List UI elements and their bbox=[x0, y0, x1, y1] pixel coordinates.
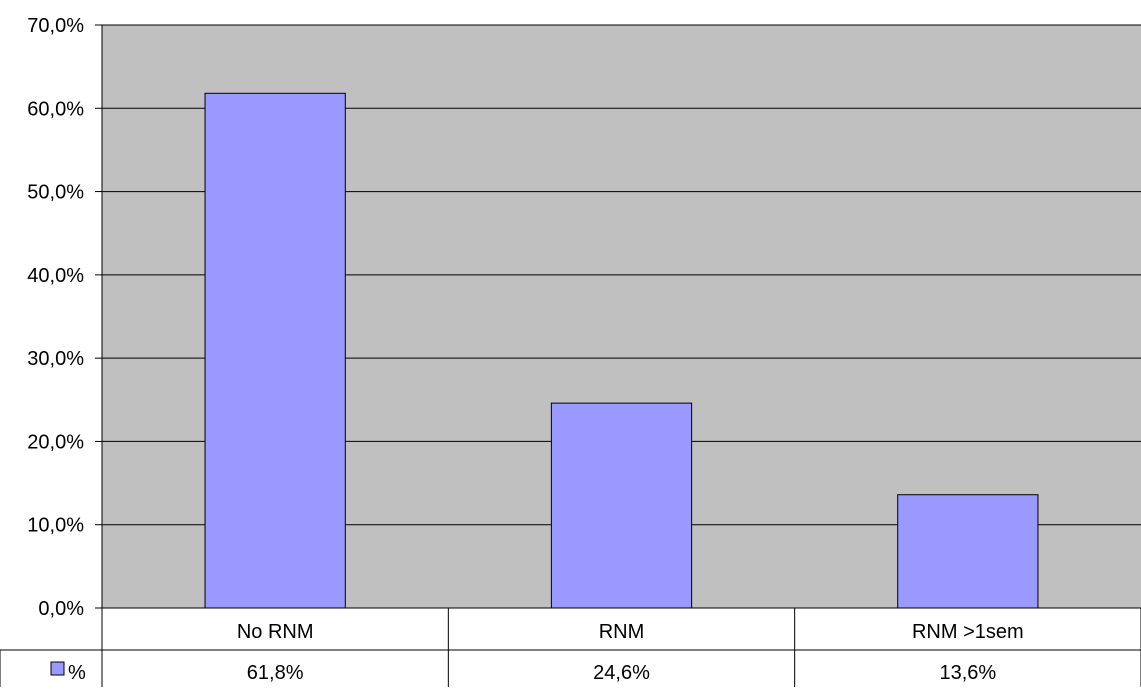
data-table: No RNM 61,8% RNM 24,6% RNM >1sem 13,6%% bbox=[0, 607, 1141, 687]
legend-label: % bbox=[68, 662, 86, 684]
category-label: RNM bbox=[599, 621, 645, 643]
y-tick-label: 60,0% bbox=[27, 98, 84, 120]
data-label: 24,6% bbox=[593, 662, 650, 684]
y-tick-label: 30,0% bbox=[27, 348, 84, 370]
bar bbox=[204, 92, 346, 609]
bar bbox=[550, 402, 693, 609]
y-tick-label: 10,0% bbox=[27, 515, 84, 537]
legend-swatch bbox=[50, 661, 65, 676]
category-label: No RNM bbox=[237, 621, 314, 643]
data-label: 13,6% bbox=[939, 662, 996, 684]
y-tick-label: 0,0% bbox=[38, 598, 84, 620]
y-tick-label: 50,0% bbox=[27, 182, 84, 204]
y-tick-label: 40,0% bbox=[27, 265, 84, 287]
bar bbox=[897, 494, 1039, 609]
data-label: 61,8% bbox=[247, 662, 304, 684]
y-tick-label: 70,0% bbox=[27, 15, 84, 37]
y-axis: 0,0% 10,0% 20,0% 30,0% 40,0% 50,0% 60,0% 70,0% bbox=[27, 15, 103, 620]
y-tick-label: 20,0% bbox=[27, 431, 84, 453]
category-label: RNM >1sem bbox=[912, 621, 1024, 643]
